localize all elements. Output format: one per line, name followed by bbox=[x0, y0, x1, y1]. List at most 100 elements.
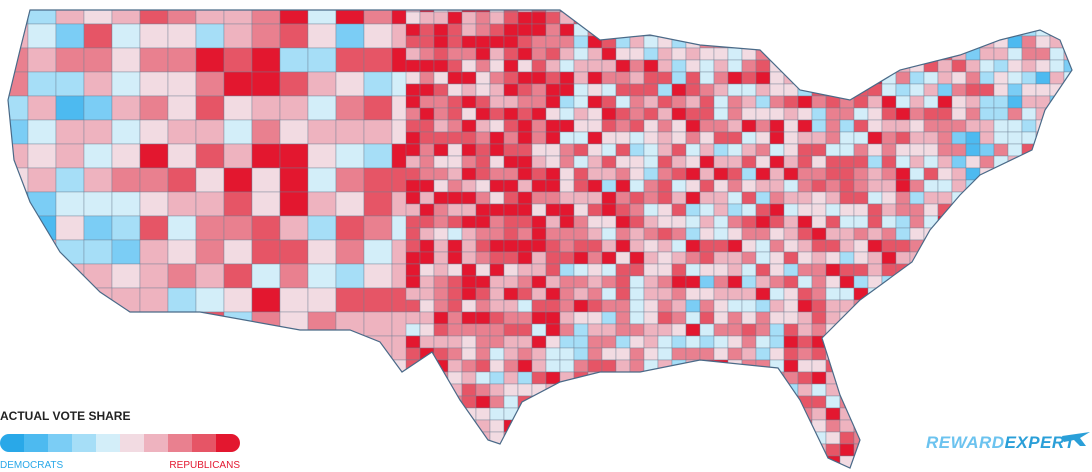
county bbox=[895, 287, 911, 301]
county bbox=[433, 383, 449, 397]
county bbox=[965, 107, 981, 121]
county bbox=[629, 419, 645, 433]
county bbox=[475, 251, 491, 265]
county bbox=[489, 179, 505, 193]
brand-second: EXPERT bbox=[1005, 433, 1077, 452]
county bbox=[937, 239, 953, 253]
county bbox=[503, 359, 519, 373]
county bbox=[825, 59, 841, 73]
county bbox=[111, 71, 141, 97]
county bbox=[713, 83, 729, 97]
county bbox=[363, 263, 393, 289]
county bbox=[685, 23, 701, 37]
county bbox=[167, 71, 197, 97]
county bbox=[251, 191, 281, 217]
county bbox=[461, 203, 477, 217]
county bbox=[503, 251, 519, 265]
county bbox=[825, 11, 841, 25]
county bbox=[937, 10, 953, 13]
county bbox=[1007, 83, 1023, 97]
county bbox=[1035, 155, 1051, 169]
county bbox=[727, 263, 743, 277]
county bbox=[223, 335, 253, 361]
county bbox=[1063, 191, 1072, 205]
county bbox=[811, 227, 827, 241]
county bbox=[1021, 131, 1037, 145]
county bbox=[405, 467, 421, 468]
county bbox=[853, 395, 869, 409]
county bbox=[699, 467, 715, 468]
county bbox=[909, 131, 925, 145]
county bbox=[461, 47, 477, 61]
county bbox=[1021, 251, 1037, 265]
county bbox=[979, 347, 995, 361]
county bbox=[1078, 180, 1092, 192]
county bbox=[797, 347, 813, 361]
county bbox=[447, 335, 463, 349]
county bbox=[783, 359, 799, 373]
county bbox=[587, 203, 603, 217]
county bbox=[853, 107, 869, 121]
county bbox=[139, 47, 169, 73]
county bbox=[727, 107, 743, 121]
county bbox=[517, 131, 533, 145]
county bbox=[713, 311, 729, 325]
county bbox=[55, 383, 85, 409]
county bbox=[657, 155, 673, 169]
county bbox=[111, 191, 141, 217]
county bbox=[489, 11, 505, 25]
county bbox=[923, 263, 939, 277]
county bbox=[727, 299, 743, 313]
county bbox=[951, 287, 967, 301]
county bbox=[279, 455, 309, 468]
county bbox=[139, 167, 169, 193]
county bbox=[419, 131, 435, 145]
county bbox=[517, 251, 533, 265]
county bbox=[979, 131, 995, 145]
county bbox=[517, 455, 533, 468]
county bbox=[909, 263, 925, 277]
county bbox=[559, 443, 575, 457]
county bbox=[517, 203, 533, 217]
county bbox=[797, 263, 813, 277]
county bbox=[1063, 35, 1072, 49]
county bbox=[545, 215, 561, 229]
county bbox=[307, 407, 337, 433]
county bbox=[923, 71, 939, 85]
county bbox=[993, 251, 1009, 265]
county bbox=[1007, 467, 1023, 468]
county bbox=[853, 203, 869, 217]
county bbox=[937, 167, 953, 181]
county bbox=[951, 11, 967, 25]
county bbox=[363, 359, 393, 385]
county bbox=[699, 143, 715, 157]
county bbox=[8, 191, 29, 217]
county bbox=[853, 35, 869, 49]
county bbox=[615, 83, 631, 97]
county bbox=[741, 155, 757, 169]
county bbox=[853, 323, 869, 337]
county bbox=[489, 263, 505, 277]
county bbox=[1021, 371, 1037, 385]
county bbox=[573, 407, 589, 421]
county bbox=[461, 23, 477, 37]
county bbox=[769, 143, 785, 157]
county bbox=[489, 443, 505, 457]
county bbox=[587, 179, 603, 193]
county bbox=[699, 131, 715, 145]
county bbox=[447, 443, 463, 457]
county bbox=[111, 167, 141, 193]
county bbox=[685, 335, 701, 349]
county bbox=[489, 467, 505, 468]
county bbox=[615, 251, 631, 265]
county bbox=[797, 23, 813, 37]
county bbox=[573, 323, 589, 337]
county bbox=[517, 263, 533, 277]
county bbox=[741, 467, 757, 468]
county bbox=[1049, 95, 1065, 109]
county bbox=[55, 143, 85, 169]
county bbox=[909, 119, 925, 133]
county bbox=[811, 371, 827, 385]
county bbox=[419, 179, 435, 193]
county bbox=[811, 275, 827, 289]
